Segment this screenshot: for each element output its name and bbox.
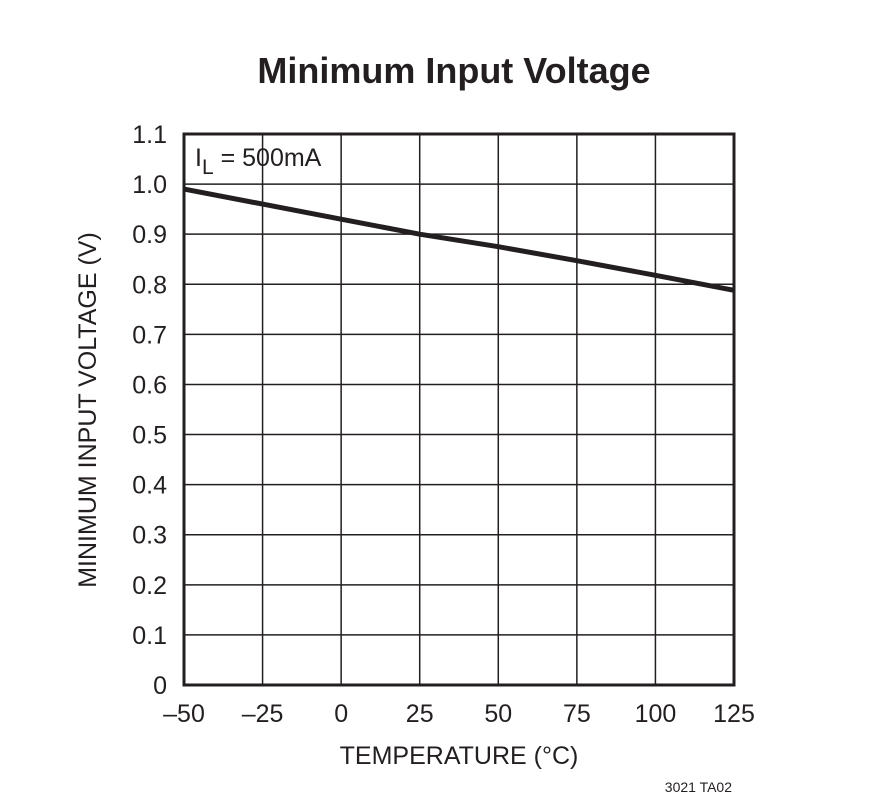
x-tick-label: 75	[563, 700, 591, 728]
x-tick-label: –50	[163, 700, 205, 728]
x-axis-label: TEMPERATURE (°C)	[340, 742, 579, 770]
x-tick-labels: –50 –25 0 25 50 75 100 125	[163, 700, 755, 728]
x-tick-label: 25	[406, 700, 434, 728]
y-tick-label: 0.8	[132, 271, 167, 299]
series-line-0	[183, 186, 735, 293]
series-layer	[183, 186, 735, 293]
x-tick-label: 100	[635, 700, 677, 728]
y-tick-label: 0.9	[132, 221, 167, 249]
y-tick-label: 0	[153, 672, 167, 700]
figure-id: 3021 TA02	[665, 779, 732, 795]
chart-title: Minimum Input Voltage	[257, 50, 650, 91]
y-axis-label: MINIMUM INPUT VOLTAGE (V)	[74, 232, 102, 588]
load-current-annotation: IL = 500mA	[195, 144, 322, 179]
x-tick-label: 0	[334, 700, 348, 728]
y-tick-label: 0.3	[132, 522, 167, 550]
plot-frame	[182, 132, 736, 687]
y-tick-label: 1.0	[132, 171, 167, 199]
annotation-subscript: L	[202, 156, 214, 179]
y-tick-label: 1.1	[132, 121, 167, 149]
y-tick-label: 0.6	[132, 371, 167, 399]
annotation-main: I	[195, 144, 202, 172]
y-tick-label: 0.7	[132, 321, 167, 349]
grid	[183, 133, 735, 686]
x-tick-label: 50	[484, 700, 512, 728]
annotation-rest: = 500mA	[214, 144, 322, 172]
y-tick-label: 0.5	[132, 422, 167, 450]
y-tick-label: 0.4	[132, 472, 167, 500]
x-tick-label: 125	[713, 700, 755, 728]
y-tick-label: 0.2	[132, 572, 167, 600]
y-tick-label: 0.1	[132, 622, 167, 650]
x-tick-label: –25	[242, 700, 284, 728]
y-tick-labels: 0 0.1 0.2 0.3 0.4 0.5 0.6 0.7 0.8 0.9 1.0 1.1	[132, 121, 167, 700]
